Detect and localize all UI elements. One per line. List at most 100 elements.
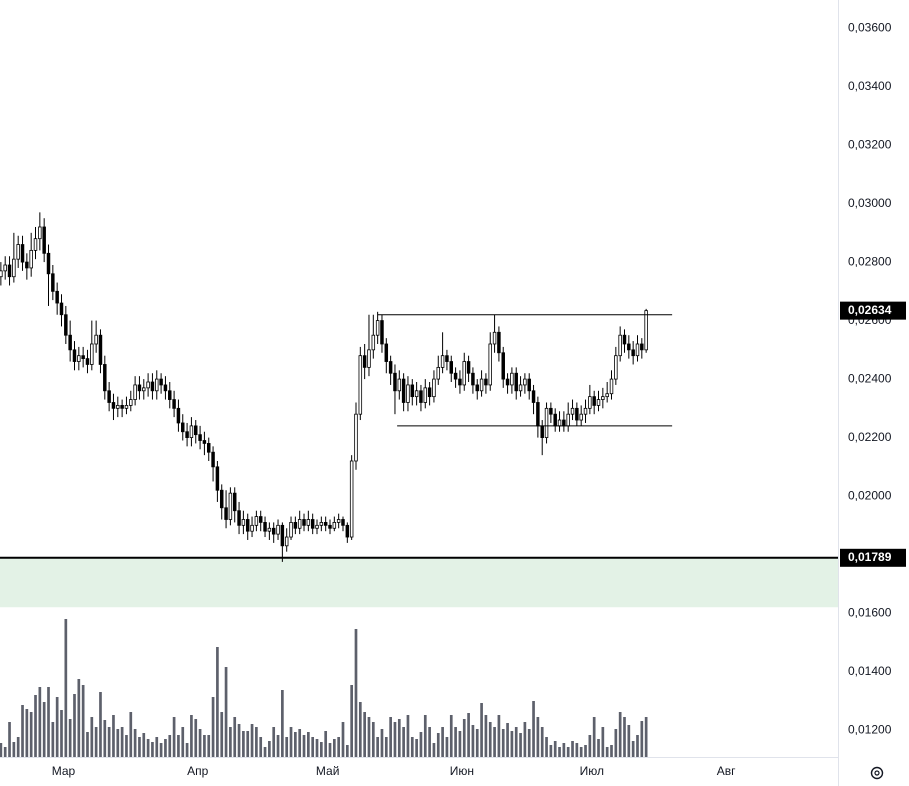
candle-body bbox=[332, 522, 337, 529]
candle-body bbox=[388, 361, 393, 374]
candle-body bbox=[224, 507, 228, 520]
candle-body bbox=[341, 519, 345, 526]
volume-bar bbox=[397, 719, 401, 757]
volume-bar bbox=[549, 745, 553, 757]
volume-bar bbox=[553, 741, 557, 757]
candle-body bbox=[384, 343, 389, 362]
candle-body bbox=[583, 407, 588, 415]
candle-body bbox=[380, 320, 384, 345]
candle-body bbox=[194, 425, 198, 436]
volume-bar bbox=[3, 747, 7, 757]
volume-bar bbox=[432, 743, 436, 757]
candle-body bbox=[211, 451, 215, 468]
candle-body bbox=[198, 434, 202, 441]
candle-body bbox=[596, 399, 601, 406]
volume-bar bbox=[605, 747, 609, 757]
candle-body bbox=[16, 244, 20, 260]
volume-bar bbox=[68, 719, 72, 757]
volume-bar bbox=[272, 727, 276, 757]
volume-bar bbox=[410, 737, 414, 757]
candle-body bbox=[518, 384, 523, 392]
candle-body bbox=[393, 372, 397, 392]
candle-body bbox=[609, 378, 614, 395]
volume-bar bbox=[55, 697, 59, 757]
volume-bar bbox=[415, 739, 418, 757]
candle-body bbox=[505, 378, 510, 386]
candle-body bbox=[241, 519, 246, 526]
volume-bar bbox=[579, 747, 583, 757]
volume-bar bbox=[237, 724, 241, 757]
candle-body bbox=[146, 381, 150, 389]
candle-body bbox=[631, 349, 635, 357]
candle-body bbox=[367, 349, 371, 368]
candle-body bbox=[202, 440, 207, 444]
volume-bar bbox=[345, 745, 349, 757]
y-tick-label: 0,03000 bbox=[848, 196, 892, 210]
volume-bar bbox=[328, 743, 332, 757]
candle-body bbox=[466, 361, 471, 374]
volume-bar bbox=[298, 729, 302, 757]
volume-bar bbox=[307, 732, 310, 757]
volume-bar bbox=[484, 715, 488, 757]
volume-bar bbox=[618, 712, 622, 757]
candle-body bbox=[271, 527, 276, 535]
y-tick-label: 0,02400 bbox=[848, 371, 892, 385]
volume-bar bbox=[610, 745, 613, 757]
candle-body bbox=[124, 405, 129, 409]
volume-bar bbox=[636, 735, 639, 757]
candle-body bbox=[72, 349, 77, 362]
candle-body bbox=[614, 355, 618, 380]
volume-bar bbox=[488, 722, 492, 757]
x-tick-label: Май bbox=[316, 764, 340, 778]
volume-bar bbox=[462, 719, 466, 757]
candle-body bbox=[133, 384, 137, 400]
candle-body bbox=[297, 519, 302, 529]
volume-bar bbox=[566, 747, 570, 757]
candle-body bbox=[328, 524, 332, 529]
volume-bar bbox=[545, 737, 548, 757]
volume-bar bbox=[103, 720, 107, 757]
volume-bar bbox=[510, 731, 514, 757]
candle-body bbox=[276, 524, 280, 535]
candle-body bbox=[644, 310, 648, 351]
volume-bar bbox=[519, 733, 522, 757]
volume-bar bbox=[142, 733, 146, 757]
candle-body bbox=[514, 372, 518, 392]
candle-body bbox=[622, 334, 627, 345]
volume-bar bbox=[164, 739, 167, 757]
candle-body bbox=[77, 355, 81, 362]
candle-body bbox=[410, 384, 415, 398]
candle-body bbox=[280, 524, 285, 547]
volume-bar bbox=[155, 737, 159, 757]
candle-body bbox=[471, 372, 475, 386]
settings-icon[interactable] bbox=[870, 766, 884, 780]
volume-bar bbox=[319, 742, 323, 757]
volume-bar bbox=[146, 739, 150, 757]
candle-body bbox=[181, 422, 185, 433]
volume-bar bbox=[315, 739, 319, 757]
volume-bar bbox=[194, 719, 198, 757]
volume-bar bbox=[250, 724, 254, 757]
candle-body bbox=[159, 378, 163, 386]
candle-body bbox=[7, 264, 12, 278]
candle-body bbox=[605, 393, 609, 398]
volume-bar bbox=[268, 741, 271, 757]
volume-bar bbox=[497, 715, 501, 757]
volume-bar bbox=[129, 712, 133, 757]
volume-bar bbox=[185, 743, 189, 757]
volume-bar bbox=[207, 735, 211, 757]
candle-body bbox=[475, 384, 479, 392]
volume-bar bbox=[449, 715, 453, 757]
y-tick-label: 0,01400 bbox=[848, 664, 892, 678]
candle-body bbox=[354, 413, 358, 462]
candle-body bbox=[245, 519, 250, 532]
candle-body bbox=[155, 378, 159, 392]
candle-body bbox=[501, 352, 505, 380]
candle-body bbox=[319, 522, 324, 526]
candle-body bbox=[423, 387, 428, 403]
volume-bar bbox=[21, 705, 24, 757]
volume-bar bbox=[159, 743, 163, 757]
volume-bar bbox=[332, 739, 336, 757]
volume-bar bbox=[384, 737, 388, 757]
volume-bar bbox=[623, 717, 626, 757]
